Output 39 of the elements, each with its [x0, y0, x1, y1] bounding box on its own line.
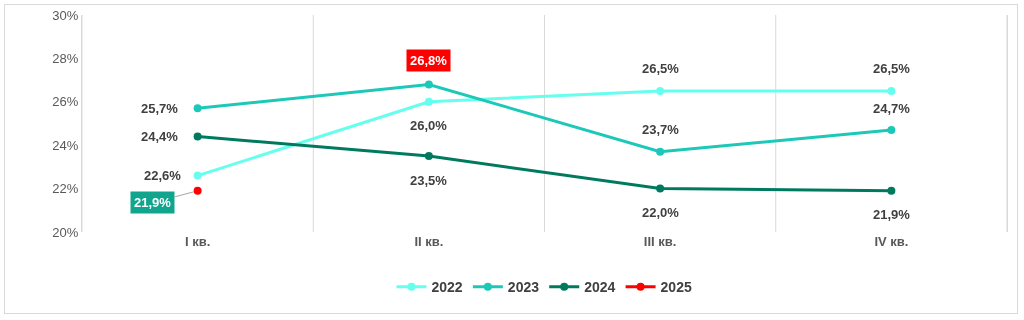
- data-label: 23,7%: [642, 122, 680, 137]
- y-tick-label: 30%: [52, 7, 79, 23]
- y-tick-label: 28%: [52, 50, 79, 66]
- data-label: 23,5%: [410, 173, 448, 188]
- data-label: 25,7%: [141, 101, 179, 116]
- x-tick-label: III кв.: [643, 234, 677, 249]
- y-tick-label: 22%: [52, 181, 79, 197]
- data-label: 21,9%: [873, 207, 911, 222]
- point: [887, 86, 896, 95]
- data-label: 26,0%: [410, 118, 448, 133]
- legend-label: 2024: [584, 279, 616, 296]
- point: [887, 186, 896, 195]
- data-label: 26,8%: [410, 53, 448, 68]
- data-label: 26,5%: [642, 61, 680, 76]
- y-tick-label: 20%: [52, 224, 79, 240]
- x-tick-label: IV кв.: [874, 234, 909, 249]
- point: [424, 152, 433, 161]
- x-tick-label: II кв.: [414, 234, 444, 249]
- data-label: 26,5%: [873, 61, 911, 76]
- point: [656, 184, 665, 193]
- y-tick-label: 24%: [52, 137, 79, 153]
- data-label: 21,9%: [134, 195, 172, 210]
- legend-label: 2023: [507, 279, 540, 296]
- data-label: 24,4%: [141, 129, 179, 144]
- point: [193, 132, 202, 141]
- data-label: 24,7%: [873, 101, 911, 116]
- y-tick-label: 26%: [52, 94, 79, 110]
- point: [887, 126, 896, 135]
- point: [424, 97, 433, 106]
- data-label: 22,6%: [144, 168, 182, 183]
- point: [656, 147, 665, 156]
- point: [656, 86, 665, 95]
- point: [193, 171, 202, 180]
- data-label: 22,0%: [642, 205, 680, 220]
- point: [193, 104, 202, 113]
- legend-label: 2025: [660, 279, 692, 296]
- point: [424, 80, 433, 89]
- legend-label: 2022: [431, 279, 463, 296]
- x-tick-label: I кв.: [184, 234, 211, 249]
